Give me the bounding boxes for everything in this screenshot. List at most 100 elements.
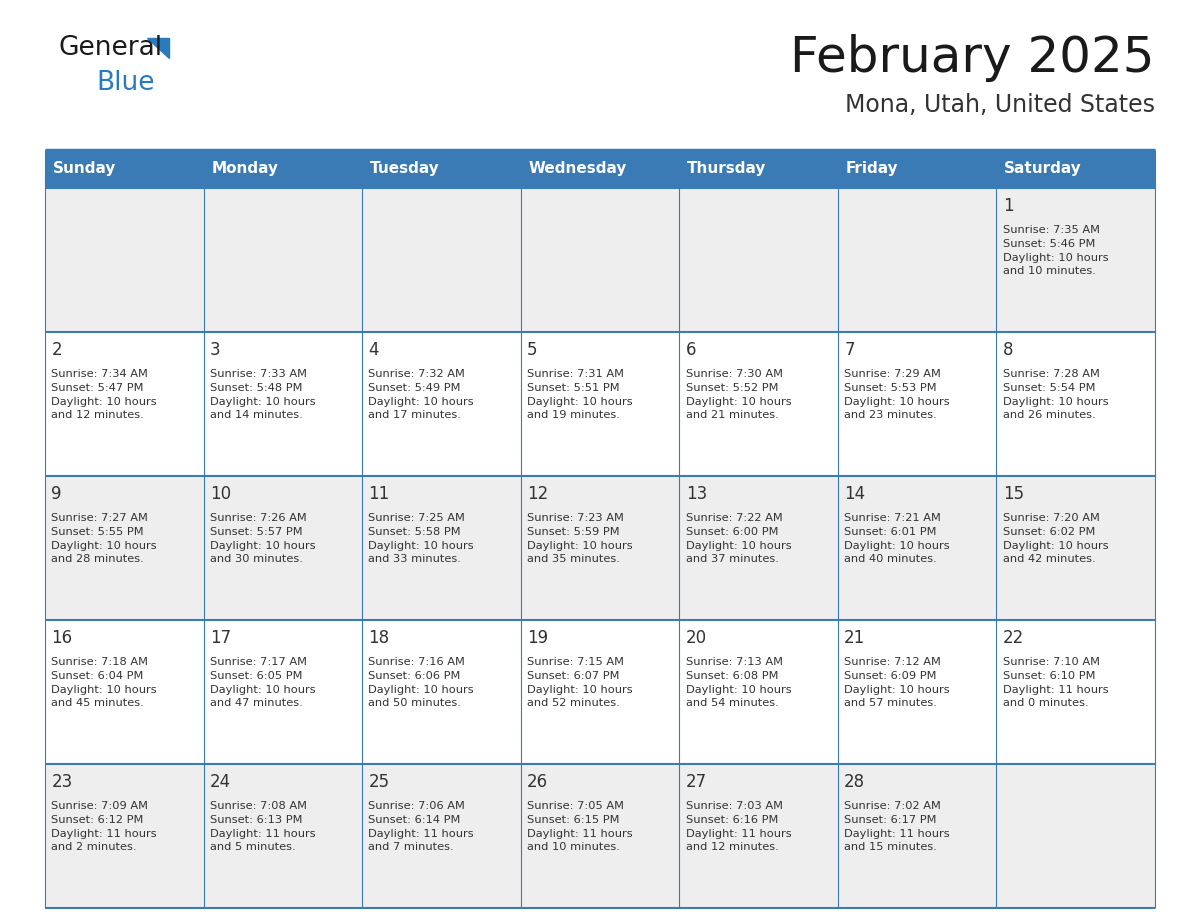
Text: Sunrise: 7:02 AM
Sunset: 6:17 PM
Daylight: 11 hours
and 15 minutes.: Sunrise: 7:02 AM Sunset: 6:17 PM Dayligh… — [845, 801, 950, 852]
Text: Sunrise: 7:13 AM
Sunset: 6:08 PM
Daylight: 10 hours
and 54 minutes.: Sunrise: 7:13 AM Sunset: 6:08 PM Dayligh… — [685, 657, 791, 709]
Text: Sunrise: 7:05 AM
Sunset: 6:15 PM
Daylight: 11 hours
and 10 minutes.: Sunrise: 7:05 AM Sunset: 6:15 PM Dayligh… — [527, 801, 633, 852]
Bar — [362, 332, 520, 476]
Text: 1: 1 — [1003, 196, 1013, 215]
Bar — [203, 764, 362, 908]
Text: Sunrise: 7:33 AM
Sunset: 5:48 PM
Daylight: 10 hours
and 14 minutes.: Sunrise: 7:33 AM Sunset: 5:48 PM Dayligh… — [210, 369, 316, 420]
Text: Sunrise: 7:29 AM
Sunset: 5:53 PM
Daylight: 10 hours
and 23 minutes.: Sunrise: 7:29 AM Sunset: 5:53 PM Dayligh… — [845, 369, 950, 420]
Bar — [680, 150, 838, 188]
Text: Sunrise: 7:30 AM
Sunset: 5:52 PM
Daylight: 10 hours
and 21 minutes.: Sunrise: 7:30 AM Sunset: 5:52 PM Dayligh… — [685, 369, 791, 420]
Bar — [997, 188, 1155, 332]
Bar — [45, 188, 203, 332]
Text: General: General — [58, 35, 162, 61]
Text: 4: 4 — [368, 341, 379, 359]
Bar — [203, 188, 362, 332]
Bar — [520, 332, 680, 476]
Text: Sunrise: 7:06 AM
Sunset: 6:14 PM
Daylight: 11 hours
and 7 minutes.: Sunrise: 7:06 AM Sunset: 6:14 PM Dayligh… — [368, 801, 474, 852]
Bar — [997, 476, 1155, 620]
Text: 13: 13 — [685, 485, 707, 503]
Text: 5: 5 — [527, 341, 537, 359]
Bar — [838, 188, 997, 332]
Text: 21: 21 — [845, 629, 865, 646]
Text: 8: 8 — [1003, 341, 1013, 359]
Bar — [362, 476, 520, 620]
Bar — [362, 764, 520, 908]
Text: 23: 23 — [51, 773, 72, 790]
Bar — [362, 620, 520, 764]
Text: 7: 7 — [845, 341, 854, 359]
Bar — [997, 620, 1155, 764]
Text: 6: 6 — [685, 341, 696, 359]
Bar — [997, 764, 1155, 908]
Bar — [520, 150, 680, 188]
Text: Sunrise: 7:22 AM
Sunset: 6:00 PM
Daylight: 10 hours
and 37 minutes.: Sunrise: 7:22 AM Sunset: 6:00 PM Dayligh… — [685, 513, 791, 565]
Bar — [838, 332, 997, 476]
Text: Sunrise: 7:26 AM
Sunset: 5:57 PM
Daylight: 10 hours
and 30 minutes.: Sunrise: 7:26 AM Sunset: 5:57 PM Dayligh… — [210, 513, 316, 565]
Text: 14: 14 — [845, 485, 865, 503]
Bar — [520, 188, 680, 332]
Text: Sunrise: 7:09 AM
Sunset: 6:12 PM
Daylight: 11 hours
and 2 minutes.: Sunrise: 7:09 AM Sunset: 6:12 PM Dayligh… — [51, 801, 157, 852]
Bar — [520, 476, 680, 620]
Text: Sunrise: 7:27 AM
Sunset: 5:55 PM
Daylight: 10 hours
and 28 minutes.: Sunrise: 7:27 AM Sunset: 5:55 PM Dayligh… — [51, 513, 157, 565]
Text: Sunrise: 7:16 AM
Sunset: 6:06 PM
Daylight: 10 hours
and 50 minutes.: Sunrise: 7:16 AM Sunset: 6:06 PM Dayligh… — [368, 657, 474, 709]
Bar — [362, 188, 520, 332]
Text: 18: 18 — [368, 629, 390, 646]
Bar — [203, 150, 362, 188]
Polygon shape — [147, 38, 169, 58]
Text: Sunrise: 7:15 AM
Sunset: 6:07 PM
Daylight: 10 hours
and 52 minutes.: Sunrise: 7:15 AM Sunset: 6:07 PM Dayligh… — [527, 657, 633, 709]
Text: Sunday: Sunday — [53, 162, 116, 176]
Text: 19: 19 — [527, 629, 548, 646]
Text: Saturday: Saturday — [1004, 162, 1082, 176]
Text: Sunrise: 7:03 AM
Sunset: 6:16 PM
Daylight: 11 hours
and 12 minutes.: Sunrise: 7:03 AM Sunset: 6:16 PM Dayligh… — [685, 801, 791, 852]
Text: Friday: Friday — [846, 162, 898, 176]
Text: 28: 28 — [845, 773, 865, 790]
Text: Monday: Monday — [211, 162, 278, 176]
Bar — [203, 476, 362, 620]
Bar — [45, 150, 203, 188]
Bar — [362, 150, 520, 188]
Text: Tuesday: Tuesday — [371, 162, 440, 176]
Bar — [203, 332, 362, 476]
Bar — [520, 620, 680, 764]
Bar — [45, 764, 203, 908]
Text: 17: 17 — [210, 629, 230, 646]
Text: Blue: Blue — [96, 70, 154, 96]
Text: Sunrise: 7:25 AM
Sunset: 5:58 PM
Daylight: 10 hours
and 33 minutes.: Sunrise: 7:25 AM Sunset: 5:58 PM Dayligh… — [368, 513, 474, 565]
Bar — [520, 764, 680, 908]
Bar — [45, 620, 203, 764]
Text: 12: 12 — [527, 485, 549, 503]
Text: Sunrise: 7:12 AM
Sunset: 6:09 PM
Daylight: 10 hours
and 57 minutes.: Sunrise: 7:12 AM Sunset: 6:09 PM Dayligh… — [845, 657, 950, 709]
Text: 10: 10 — [210, 485, 230, 503]
Bar — [997, 150, 1155, 188]
Bar — [203, 620, 362, 764]
Text: Sunrise: 7:20 AM
Sunset: 6:02 PM
Daylight: 10 hours
and 42 minutes.: Sunrise: 7:20 AM Sunset: 6:02 PM Dayligh… — [1003, 513, 1108, 565]
Text: Sunrise: 7:18 AM
Sunset: 6:04 PM
Daylight: 10 hours
and 45 minutes.: Sunrise: 7:18 AM Sunset: 6:04 PM Dayligh… — [51, 657, 157, 709]
Text: Sunrise: 7:35 AM
Sunset: 5:46 PM
Daylight: 10 hours
and 10 minutes.: Sunrise: 7:35 AM Sunset: 5:46 PM Dayligh… — [1003, 226, 1108, 276]
Text: 9: 9 — [51, 485, 62, 503]
Text: Sunrise: 7:23 AM
Sunset: 5:59 PM
Daylight: 10 hours
and 35 minutes.: Sunrise: 7:23 AM Sunset: 5:59 PM Dayligh… — [527, 513, 633, 565]
Text: Mona, Utah, United States: Mona, Utah, United States — [845, 93, 1155, 117]
Text: 20: 20 — [685, 629, 707, 646]
Text: 25: 25 — [368, 773, 390, 790]
Bar — [45, 332, 203, 476]
Bar — [680, 476, 838, 620]
Bar — [838, 150, 997, 188]
Text: Sunrise: 7:08 AM
Sunset: 6:13 PM
Daylight: 11 hours
and 5 minutes.: Sunrise: 7:08 AM Sunset: 6:13 PM Dayligh… — [210, 801, 316, 852]
Text: Wednesday: Wednesday — [529, 162, 627, 176]
Text: 22: 22 — [1003, 629, 1024, 646]
Bar — [45, 476, 203, 620]
Text: Sunrise: 7:32 AM
Sunset: 5:49 PM
Daylight: 10 hours
and 17 minutes.: Sunrise: 7:32 AM Sunset: 5:49 PM Dayligh… — [368, 369, 474, 420]
Text: 3: 3 — [210, 341, 221, 359]
Bar — [680, 620, 838, 764]
Text: Sunrise: 7:31 AM
Sunset: 5:51 PM
Daylight: 10 hours
and 19 minutes.: Sunrise: 7:31 AM Sunset: 5:51 PM Dayligh… — [527, 369, 633, 420]
Text: Sunrise: 7:17 AM
Sunset: 6:05 PM
Daylight: 10 hours
and 47 minutes.: Sunrise: 7:17 AM Sunset: 6:05 PM Dayligh… — [210, 657, 316, 709]
Text: 27: 27 — [685, 773, 707, 790]
Text: Sunrise: 7:10 AM
Sunset: 6:10 PM
Daylight: 11 hours
and 0 minutes.: Sunrise: 7:10 AM Sunset: 6:10 PM Dayligh… — [1003, 657, 1108, 709]
Text: 2: 2 — [51, 341, 62, 359]
Bar — [838, 764, 997, 908]
Text: 15: 15 — [1003, 485, 1024, 503]
Text: Sunrise: 7:21 AM
Sunset: 6:01 PM
Daylight: 10 hours
and 40 minutes.: Sunrise: 7:21 AM Sunset: 6:01 PM Dayligh… — [845, 513, 950, 565]
Text: February 2025: February 2025 — [790, 34, 1155, 82]
Bar — [838, 620, 997, 764]
Bar — [680, 188, 838, 332]
Text: 26: 26 — [527, 773, 548, 790]
